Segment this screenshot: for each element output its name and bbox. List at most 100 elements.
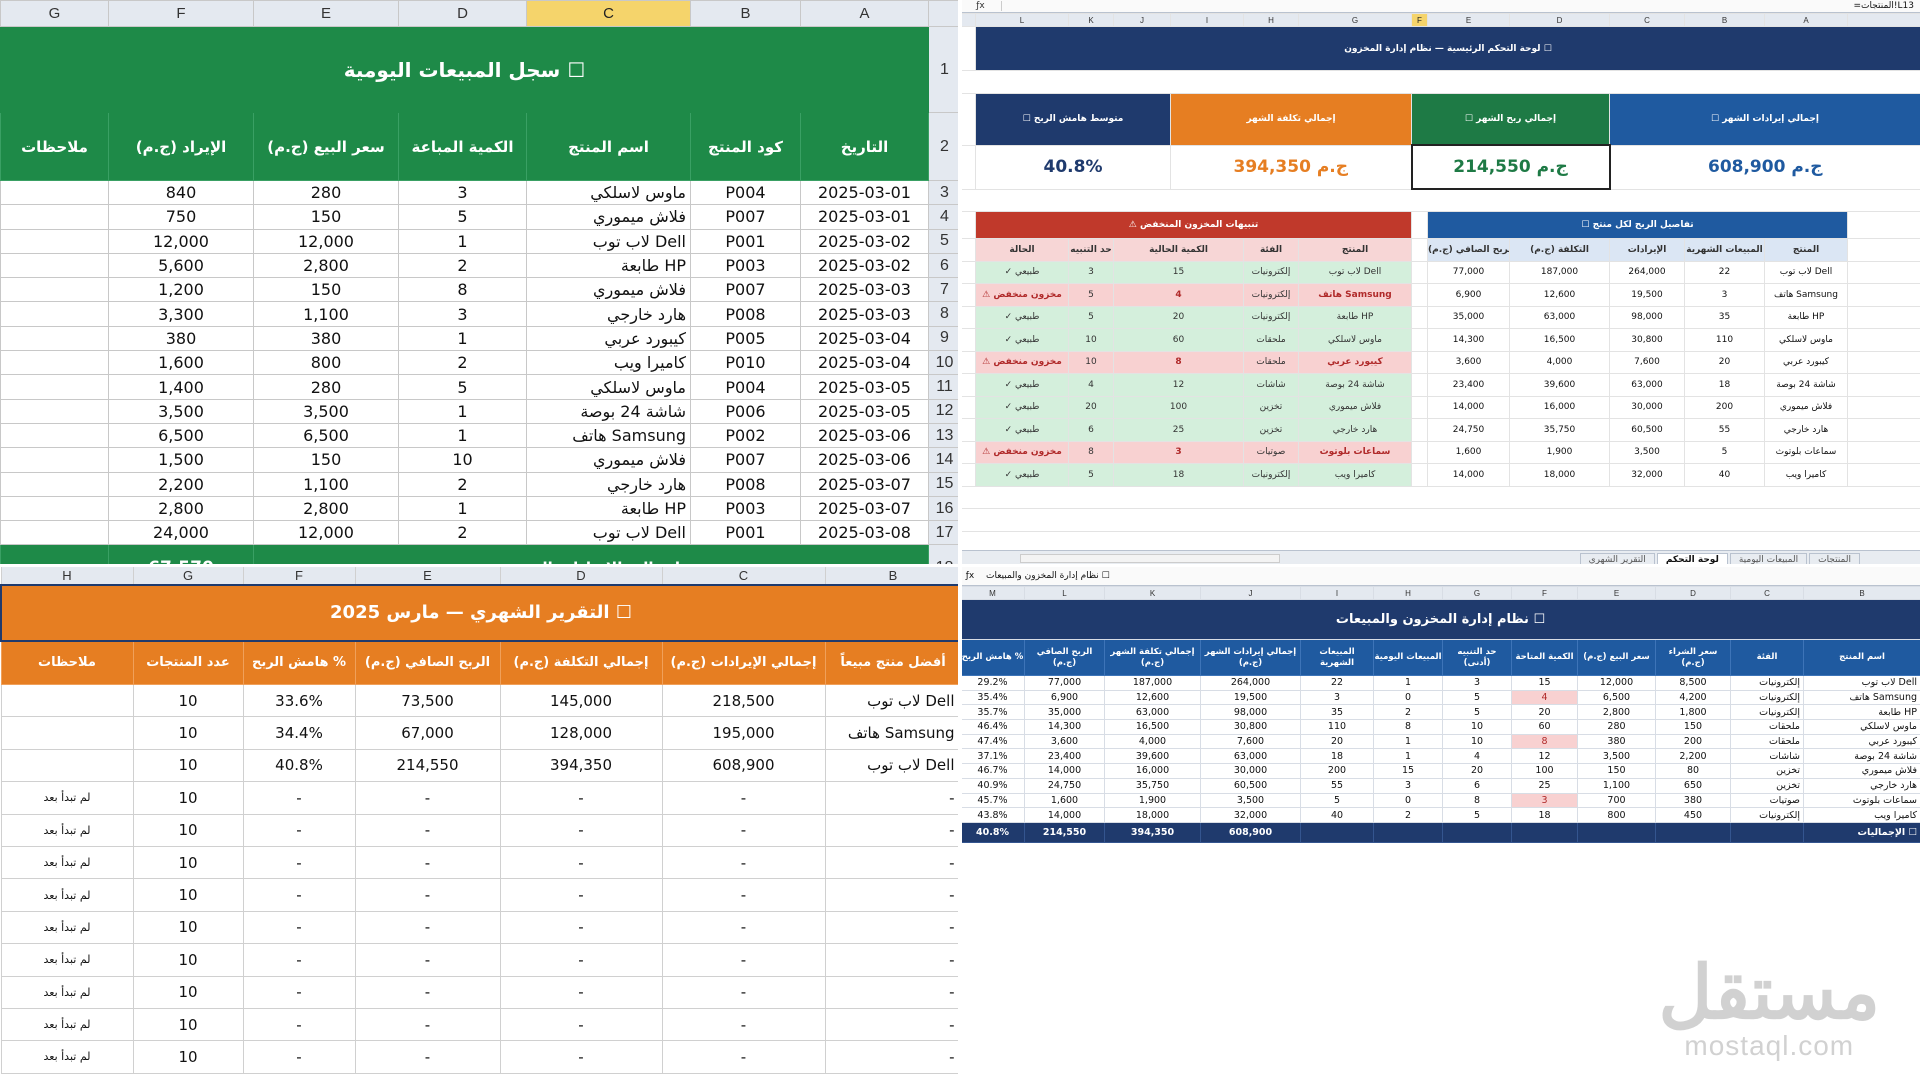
col-letter[interactable]: E — [1577, 586, 1656, 600]
data-cell[interactable]: P007 — [690, 204, 801, 230]
data-cell[interactable]: 45.7% — [960, 792, 1025, 809]
data-cell[interactable]: 3,500 — [1200, 792, 1301, 809]
alert-product[interactable]: ماوس لاسلكي — [1298, 328, 1412, 352]
select-all-corner[interactable] — [928, 0, 960, 27]
data-cell[interactable]: لاب توب Dell — [824, 683, 960, 718]
data-cell[interactable]: 0 — [1373, 689, 1443, 706]
profit-cell[interactable]: 35,000 — [1427, 305, 1510, 329]
data-cell[interactable]: - — [661, 1040, 826, 1074]
alert-status[interactable]: ⚠ مخزون منخفض — [975, 350, 1069, 374]
alert-category[interactable]: إلكترونيات — [1243, 260, 1299, 284]
data-cell[interactable]: 20 — [1442, 763, 1512, 779]
col-letter[interactable] — [960, 13, 976, 27]
data-cell[interactable]: 8 — [1511, 733, 1578, 750]
data-cell[interactable]: شاشة 24 بوصة — [1803, 748, 1920, 765]
alert-category[interactable]: تخزين — [1243, 395, 1299, 419]
data-cell[interactable]: - — [354, 975, 501, 1009]
kpi-label-margin[interactable]: ☐ متوسط هامش الربح — [975, 92, 1171, 146]
profit-cell[interactable]: شاشة 24 بوصة — [1764, 373, 1848, 397]
total-cell[interactable]: 214,550 — [1024, 821, 1105, 843]
data-cell[interactable]: 73,500 — [354, 683, 501, 718]
row-number[interactable]: 2 — [928, 112, 960, 181]
data-cell[interactable]: 3,500 — [253, 398, 399, 424]
data-cell[interactable]: 2,800 — [253, 252, 399, 279]
profit-header[interactable]: المبيعات الشهرية — [1684, 238, 1765, 262]
alert-category[interactable]: إلكترونيات — [1243, 305, 1299, 329]
data-cell[interactable]: 1,100 — [253, 471, 399, 497]
header-cell[interactable]: ملاحظات — [0, 112, 109, 181]
data-cell[interactable]: 0 — [1373, 792, 1443, 809]
data-cell[interactable]: 6,900 — [1024, 689, 1105, 706]
profit-cell[interactable]: 35 — [1684, 305, 1765, 329]
dashboard-title-cell[interactable]: لوحة التحكم الرئيسية — نظام إدارة المخزو… — [975, 26, 1920, 71]
data-cell[interactable]: 1 — [398, 325, 527, 352]
profit-cell[interactable]: 3,600 — [1427, 350, 1510, 374]
profit-header[interactable]: الربح الصافي (ج.م) — [1427, 238, 1510, 262]
data-cell[interactable]: إلكترونيات — [1730, 807, 1804, 823]
alert-product[interactable]: لاب توب Dell — [1298, 260, 1412, 284]
alert-category[interactable]: ملحقات — [1243, 328, 1299, 352]
data-cell[interactable]: 39,600 — [1104, 748, 1201, 765]
col-letter[interactable]: C — [1730, 586, 1804, 600]
data-cell[interactable]: 2 — [398, 471, 527, 497]
profit-cell[interactable]: 35,750 — [1509, 418, 1610, 442]
data-cell[interactable]: 100 — [1511, 763, 1578, 779]
data-cell[interactable] — [0, 520, 109, 546]
formula-value[interactable]: نظام إدارة المخزون والمبيعات ☐ — [986, 570, 1110, 581]
data-cell[interactable]: - — [499, 781, 663, 815]
daily-sales-title-cell[interactable]: سجل المبيعات اليومية ☐ — [0, 26, 929, 113]
data-cell[interactable]: 380 — [253, 325, 399, 352]
alert-threshold[interactable]: 20 — [1068, 395, 1114, 419]
row-number[interactable]: 3 — [928, 179, 960, 206]
horizontal-scrollbar[interactable] — [1020, 554, 1280, 563]
data-cell[interactable]: 2025-03-05 — [800, 398, 929, 424]
kpi-value-revenue[interactable]: 608,900 ج.م — [1609, 144, 1920, 190]
col-letter[interactable]: J — [1200, 586, 1301, 600]
profit-cell[interactable]: 20 — [1684, 350, 1765, 374]
data-cell[interactable]: - — [824, 781, 960, 815]
data-cell[interactable]: 35,750 — [1104, 777, 1201, 794]
alert-threshold[interactable]: 5 — [1068, 283, 1114, 307]
data-cell[interactable]: 2025-03-06 — [800, 422, 929, 449]
profit-cell[interactable]: 3 — [1684, 283, 1765, 307]
col-letter[interactable]: H — [1243, 13, 1299, 27]
data-cell[interactable]: - — [354, 845, 501, 880]
data-cell[interactable]: 20 — [1300, 733, 1374, 750]
data-cell[interactable]: 55 — [1300, 777, 1374, 794]
data-cell[interactable]: 80 — [1655, 763, 1731, 779]
alert-threshold[interactable]: 8 — [1068, 440, 1114, 464]
data-cell[interactable]: 18 — [1511, 807, 1578, 823]
profit-header[interactable]: الإيرادات — [1609, 238, 1685, 262]
data-cell[interactable]: 60 — [1511, 719, 1578, 735]
data-cell[interactable]: 150 — [1577, 763, 1656, 779]
data-cell[interactable]: 10 — [1442, 733, 1512, 750]
alert-status[interactable]: ⚠ مخزون منخفض — [975, 283, 1069, 307]
data-cell[interactable]: 10 — [132, 975, 244, 1009]
data-cell[interactable] — [0, 228, 109, 254]
header-cell[interactable]: إجمالي تكلفة الشهر (ج.م) — [1104, 639, 1201, 676]
data-cell[interactable]: 1 — [1373, 748, 1443, 765]
profit-cell[interactable]: 187,000 — [1509, 260, 1610, 284]
data-cell[interactable]: 3 — [1373, 777, 1443, 794]
row-number[interactable]: 10 — [928, 350, 960, 376]
data-cell[interactable]: - — [499, 975, 663, 1009]
data-cell[interactable]: - — [242, 910, 356, 945]
data-cell[interactable]: 5 — [1300, 792, 1374, 809]
data-cell[interactable]: 47.4% — [960, 733, 1025, 750]
data-cell[interactable]: 2025-03-07 — [800, 495, 929, 522]
data-cell[interactable]: ماوس لاسلكي — [526, 179, 691, 206]
data-cell[interactable]: - — [499, 910, 663, 945]
data-cell[interactable]: - — [661, 1007, 826, 1042]
row-number[interactable]: 9 — [928, 325, 960, 352]
col-letter[interactable] — [1847, 13, 1920, 27]
alert-category[interactable]: تخزين — [1243, 418, 1299, 442]
data-cell[interactable]: 2025-03-04 — [800, 350, 929, 376]
data-cell[interactable]: 6 — [1442, 777, 1512, 794]
data-cell[interactable]: 24,750 — [1024, 777, 1105, 794]
products-title-cell[interactable]: نظام إدارة المخزون والمبيعات ☐ — [960, 599, 1920, 640]
data-cell[interactable]: فلاش ميموري — [1803, 763, 1920, 779]
data-cell[interactable]: 1 — [398, 495, 527, 522]
header-cell[interactable]: سعر البيع (ج.م) — [253, 112, 399, 181]
col-letter[interactable]: D — [1655, 586, 1731, 600]
data-cell[interactable]: 40.9% — [960, 777, 1025, 794]
